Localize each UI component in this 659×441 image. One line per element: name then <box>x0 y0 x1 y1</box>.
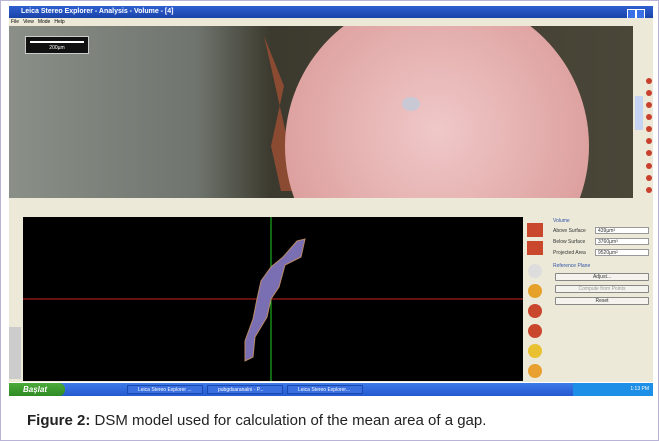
measure-row: Above Surface 439µm³ <box>553 227 651 235</box>
task-button[interactable]: Leica Stereo Explorer... <box>287 385 363 394</box>
section-heading: Reference Plane <box>553 263 591 269</box>
caption-text: DSM model used for calculation of the me… <box>94 412 487 429</box>
menu-item[interactable]: Help <box>54 19 65 25</box>
measure-value: 9520µm² <box>595 249 649 256</box>
menu-bar: File View Mode Help <box>9 18 653 26</box>
measure-value: 3760µm³ <box>595 238 649 245</box>
title-bar: Leica Stereo Explorer - Analysis - Volum… <box>9 6 653 18</box>
dsm-view <box>9 217 543 381</box>
volume-panel: Volume Above Surface 439µm³ Below Surface… <box>551 217 653 377</box>
measure-label: Below Surface <box>553 239 586 245</box>
menu-item[interactable]: View <box>23 19 34 25</box>
scale-label: 200µm <box>49 45 65 51</box>
taskbar: Başlat Leica Stereo Explorer ... pubgdsa… <box>9 383 653 396</box>
button[interactable]: Adjust... <box>555 273 649 281</box>
caption: Figure 2: DSM model used for calculation… <box>27 412 486 429</box>
caption-label: Figure 2: <box>27 412 91 429</box>
measure-label: Above Surface <box>553 228 586 234</box>
measure-value: 439µm³ <box>595 227 649 234</box>
menu-item[interactable]: Mode <box>37 19 51 25</box>
window-controls[interactable] <box>627 7 651 38</box>
microscope-view <box>9 26 653 208</box>
menu-item[interactable]: File <box>11 19 20 25</box>
start-button[interactable]: Başlat <box>9 383 65 396</box>
clock: 1:13 PM <box>573 383 653 396</box>
button[interactable]: Reset <box>555 297 649 305</box>
measure-row: Projected Area 9520µm² <box>553 249 651 257</box>
button[interactable]: Compute from Points <box>555 285 649 293</box>
measure-label: Projected Area <box>553 250 586 256</box>
measure-row: Below Surface 3760µm³ <box>553 238 651 246</box>
task-button[interactable]: pubgdsaranalni - P... <box>207 385 283 394</box>
scale-bar: 200µm <box>25 36 89 54</box>
section-heading: Volume <box>553 218 570 224</box>
task-button[interactable]: Leica Stereo Explorer ... <box>127 385 203 394</box>
